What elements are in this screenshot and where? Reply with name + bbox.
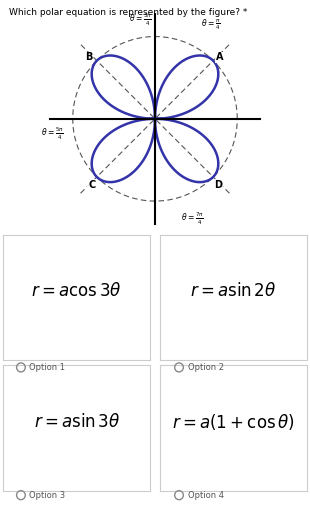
Text: $r = a\sin 2\theta$: $r = a\sin 2\theta$ [190,283,277,300]
Text: Option 1: Option 1 [29,363,65,372]
Text: $r = a(1 + \cos \theta)$: $r = a(1 + \cos \theta)$ [172,412,295,432]
Text: $r = a\sin 3\theta$: $r = a\sin 3\theta$ [33,413,120,431]
Text: D: D [214,180,222,190]
Text: $\theta=\frac{3\pi}{4}$: $\theta=\frac{3\pi}{4}$ [129,12,152,28]
Text: Option 2: Option 2 [188,363,224,372]
Text: $\theta=\frac{\pi}{4}$: $\theta=\frac{\pi}{4}$ [201,17,221,32]
Text: B: B [85,52,92,62]
Text: $r = a\cos 3\theta$: $r = a\cos 3\theta$ [31,283,122,300]
Text: $\theta=\frac{5\pi}{4}$: $\theta=\frac{5\pi}{4}$ [41,126,64,142]
Text: $\theta=\frac{7\pi}{4}$: $\theta=\frac{7\pi}{4}$ [181,211,203,227]
Text: A: A [216,52,224,62]
Text: Option 4: Option 4 [188,491,224,500]
Text: C: C [88,180,95,190]
Text: Option 3: Option 3 [29,491,66,500]
Text: Which polar equation is represented by the figure? *: Which polar equation is represented by t… [9,8,248,17]
